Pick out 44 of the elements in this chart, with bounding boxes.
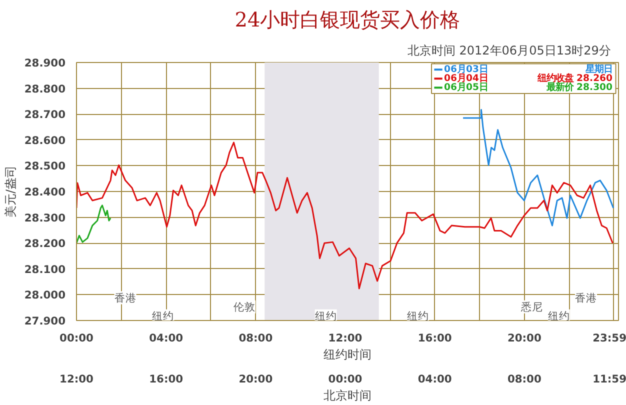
x2-tick-label: 12:00 (60, 372, 94, 386)
y-axis-title: 美元/盎司 (3, 165, 18, 218)
legend-label: 06月05日 (444, 82, 488, 94)
y-tick-label: 28.200 (24, 237, 66, 250)
y-tick-label: 27.900 (24, 314, 66, 328)
annotation: 悉尼 (520, 300, 543, 314)
line-series (462, 108, 614, 226)
y-tick-label: 28.500 (24, 160, 66, 173)
annotation: 纽约 (548, 309, 570, 322)
y-tick-label: 28.900 (24, 56, 66, 70)
y-tick-label: 28.300 (24, 211, 66, 224)
annotation: 香港 (114, 291, 136, 304)
annotation: 纽约 (314, 309, 337, 322)
annotation: 最新价 28.300 (545, 82, 614, 94)
x-tick-label: 00:00 (60, 332, 94, 344)
line-series (76, 142, 614, 290)
x2-tick-label: 04:00 (418, 372, 452, 386)
annotation: 伦敦 (234, 300, 256, 314)
x2-tick-label: 16:00 (149, 372, 184, 386)
x2-axis-title: 北京时间 (324, 388, 372, 402)
y-tick-label: 28.700 (24, 108, 66, 122)
y-tick-label: 28.000 (24, 288, 66, 302)
chart-title: 24小时白银现货买入价格 (234, 8, 460, 32)
y-tick-label: 28.100 (24, 262, 66, 276)
x-tick-label: 12:00 (328, 332, 362, 344)
x2-tick-label: 08:00 (507, 372, 542, 386)
x-tick-label: 16:00 (418, 332, 452, 344)
annotation: 星期日 (584, 64, 613, 76)
x2-tick-label: 20:00 (238, 372, 273, 386)
x-tick-label: 08:00 (238, 332, 273, 344)
x2-tick-label: 00:00 (328, 372, 362, 386)
annotation: 香港 (574, 291, 597, 304)
x-axis-title: 纽约时间 (324, 348, 372, 362)
x-tick-label: 23:59 (592, 332, 626, 344)
x-tick-label: 04:00 (149, 332, 184, 344)
annotation: 纽约 (406, 309, 429, 322)
x-tick-label: 20:00 (507, 332, 542, 344)
line-series (76, 204, 112, 244)
y-tick-label: 28.600 (24, 134, 66, 147)
y-tick-label: 28.400 (24, 186, 66, 198)
annotation: 纽约 (152, 309, 174, 322)
chart-subtitle: 北京时间 2012年06月05日13时29分 (407, 44, 611, 58)
x2-tick-label: 11:59 (592, 372, 626, 386)
y-tick-label: 28.800 (24, 82, 66, 96)
